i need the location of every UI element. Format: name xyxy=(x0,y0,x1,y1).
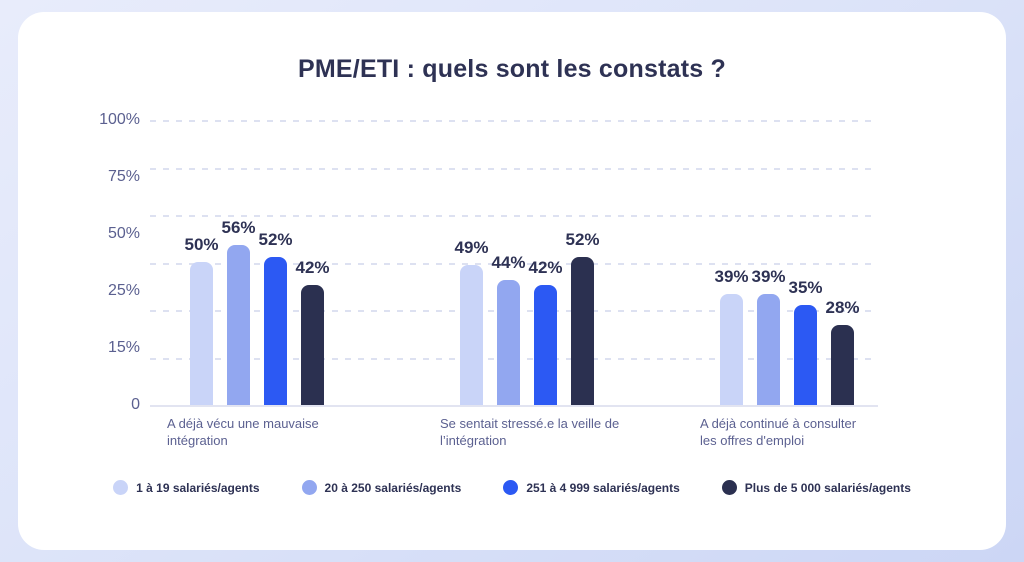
bar-value-label: 49% xyxy=(454,238,489,257)
bar xyxy=(534,285,557,405)
legend-label: 20 à 250 salariés/agents xyxy=(324,480,462,495)
bar-value-label: 39% xyxy=(714,267,749,286)
bar xyxy=(301,285,324,405)
legend-color-dot xyxy=(721,480,737,495)
y-axis: 100% 75% 50% 25% 15% 0 xyxy=(48,111,140,413)
bar-column: 44% xyxy=(491,120,526,405)
bar-value-label: 42% xyxy=(295,258,330,277)
legend-color-dot xyxy=(301,480,317,495)
legend: 1 à 19 salariés/agents 20 à 250 salariés/… xyxy=(18,480,1006,495)
plot-area: 50% 56% 52% 42% A déjà vécu une mauvaise inté… xyxy=(150,120,878,448)
category-label: Se sentait stressé.e la veille de l’intég… xyxy=(440,416,620,448)
bar-column: 49% xyxy=(454,120,489,405)
bar-value-label: 44% xyxy=(491,253,526,272)
bar xyxy=(571,257,594,405)
bar xyxy=(497,280,520,405)
y-axis-tick-label: 15% xyxy=(107,339,140,356)
bar-value-label: 56% xyxy=(221,218,256,237)
legend-item: 20 à 250 salariés/agents xyxy=(301,480,462,495)
legend-label: Plus de 5 000 salariés/agents xyxy=(744,480,911,495)
legend-item: Plus de 5 000 salariés/agents xyxy=(721,480,911,495)
bar xyxy=(460,265,483,405)
legend-label: 1 à 19 salariés/agents xyxy=(136,480,260,495)
bar-group: 49% 44% 42% 52% xyxy=(454,120,600,405)
category-label: A déjà vécu une mauvaise intégration xyxy=(167,416,319,448)
gridline xyxy=(150,167,878,170)
gridline xyxy=(150,215,878,217)
category-label: A déjà continué à consulter les offres d'… xyxy=(700,416,857,448)
bar-column: 42% xyxy=(528,120,563,405)
bar-value-label: 52% xyxy=(565,230,600,249)
legend-item: 251 à 4 999 salariés/agents xyxy=(503,480,680,495)
y-axis-tick-label: 0 xyxy=(131,396,140,413)
bar-value-label: 52% xyxy=(258,230,293,249)
bar-column: 56% xyxy=(221,120,256,405)
bar-column: 52% xyxy=(565,120,600,405)
bar-column: 42% xyxy=(295,120,330,405)
gridline xyxy=(150,120,878,122)
chart-card: PME/ETI : quels sont les constats ? 100%… xyxy=(18,12,1006,550)
bar-column: 28% xyxy=(825,120,860,405)
bar xyxy=(757,294,780,405)
y-axis-tick-label: 100% xyxy=(99,111,140,128)
bar-column: 39% xyxy=(751,120,786,405)
bar xyxy=(264,257,287,405)
y-axis-tick-label: 75% xyxy=(107,168,140,185)
bar-value-label: 28% xyxy=(825,298,860,317)
legend-label: 251 à 4 999 salariés/agents xyxy=(526,480,680,495)
bar-column: 52% xyxy=(258,120,293,405)
bar-value-label: 50% xyxy=(184,235,219,254)
chart-title: PME/ETI : quels sont les constats ? xyxy=(298,55,726,83)
legend-item: 1 à 19 salariés/agents xyxy=(113,480,260,495)
y-axis-tick-label: 50% xyxy=(107,225,140,242)
bar-column: 39% xyxy=(714,120,749,405)
legend-color-dot xyxy=(503,480,519,495)
bar xyxy=(794,305,817,405)
bar xyxy=(190,262,213,405)
gridline xyxy=(150,262,878,265)
x-axis-baseline xyxy=(150,405,878,407)
bar-value-label: 42% xyxy=(528,258,563,277)
y-axis-tick-label: 25% xyxy=(107,282,140,299)
bar-column: 50% xyxy=(184,120,219,405)
bar-value-label: 35% xyxy=(788,278,823,297)
bar xyxy=(720,294,743,405)
bar-value-label: 39% xyxy=(751,267,786,286)
legend-color-dot xyxy=(113,480,129,495)
bar-column: 35% xyxy=(788,120,823,405)
bar-group: 50% 56% 52% 42% xyxy=(184,120,330,405)
bar-group: 39% 39% 35% 28% xyxy=(714,120,860,405)
bar xyxy=(227,245,250,405)
bar xyxy=(831,325,854,405)
